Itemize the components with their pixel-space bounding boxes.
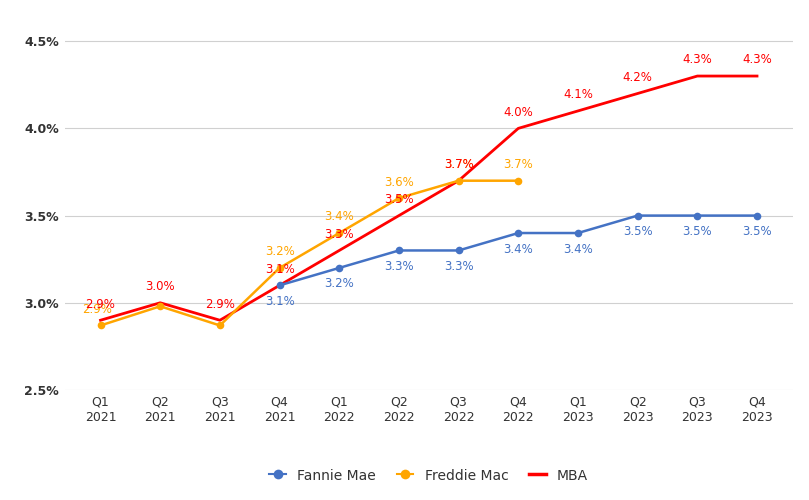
MBA bbox=[573, 108, 582, 114]
MBA bbox=[334, 248, 344, 254]
Text: 3.5%: 3.5% bbox=[623, 225, 653, 238]
Text: 3.4%: 3.4% bbox=[563, 242, 593, 256]
MBA bbox=[633, 90, 642, 96]
Text: 3.3%: 3.3% bbox=[384, 260, 413, 273]
MBA bbox=[95, 317, 105, 323]
Text: 4.2%: 4.2% bbox=[623, 71, 653, 84]
MBA bbox=[394, 212, 404, 218]
Text: 4.3%: 4.3% bbox=[742, 54, 772, 66]
Freddie Mac bbox=[95, 322, 105, 328]
Text: 3.7%: 3.7% bbox=[503, 158, 533, 171]
Text: 4.0%: 4.0% bbox=[503, 106, 533, 119]
Text: 3.5%: 3.5% bbox=[683, 225, 712, 238]
Fannie Mae bbox=[633, 212, 642, 218]
MBA bbox=[752, 73, 762, 79]
Text: 3.5%: 3.5% bbox=[742, 225, 772, 238]
Text: 3.0%: 3.0% bbox=[146, 280, 175, 293]
Text: 3.3%: 3.3% bbox=[324, 228, 354, 241]
Line: MBA: MBA bbox=[100, 76, 757, 320]
Freddie Mac bbox=[394, 195, 404, 201]
Fannie Mae bbox=[693, 212, 702, 218]
Text: 3.3%: 3.3% bbox=[444, 260, 473, 273]
MBA bbox=[275, 282, 285, 288]
Freddie Mac bbox=[454, 178, 464, 184]
Fannie Mae bbox=[752, 212, 762, 218]
Fannie Mae bbox=[514, 230, 523, 236]
Text: 4.1%: 4.1% bbox=[563, 88, 593, 102]
Fannie Mae bbox=[394, 248, 404, 254]
Line: Fannie Mae: Fannie Mae bbox=[276, 212, 760, 289]
Freddie Mac bbox=[275, 265, 285, 271]
Text: 3.4%: 3.4% bbox=[324, 210, 354, 224]
Freddie Mac bbox=[155, 304, 165, 310]
Text: 2.9%: 2.9% bbox=[83, 303, 112, 316]
Fannie Mae bbox=[334, 265, 344, 271]
Fannie Mae bbox=[275, 282, 285, 288]
Text: 3.4%: 3.4% bbox=[503, 242, 533, 256]
Text: 2.9%: 2.9% bbox=[86, 298, 116, 310]
Text: 3.5%: 3.5% bbox=[384, 193, 413, 206]
Freddie Mac bbox=[514, 178, 523, 184]
Text: 3.6%: 3.6% bbox=[384, 176, 414, 188]
Text: 3.7%: 3.7% bbox=[443, 158, 473, 171]
MBA bbox=[454, 178, 464, 184]
Text: 3.2%: 3.2% bbox=[324, 278, 354, 290]
Legend: Fannie Mae, Freddie Mac, MBA: Fannie Mae, Freddie Mac, MBA bbox=[264, 463, 594, 488]
Text: 2.9%: 2.9% bbox=[205, 298, 235, 310]
Freddie Mac bbox=[334, 230, 344, 236]
Text: 4.3%: 4.3% bbox=[683, 54, 712, 66]
Text: 3.7%: 3.7% bbox=[443, 158, 473, 171]
Text: 3.2%: 3.2% bbox=[265, 246, 294, 258]
MBA bbox=[514, 126, 523, 132]
MBA bbox=[155, 300, 165, 306]
MBA bbox=[215, 317, 225, 323]
MBA bbox=[693, 73, 702, 79]
Text: 3.1%: 3.1% bbox=[265, 295, 294, 308]
Line: Freddie Mac: Freddie Mac bbox=[97, 177, 522, 330]
Text: 3.1%: 3.1% bbox=[265, 263, 294, 276]
Fannie Mae bbox=[573, 230, 582, 236]
Freddie Mac bbox=[215, 322, 225, 328]
Fannie Mae bbox=[454, 248, 464, 254]
